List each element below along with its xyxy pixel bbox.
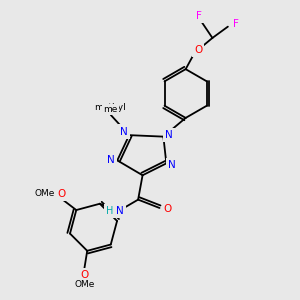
Text: O: O <box>80 270 88 280</box>
Text: N: N <box>107 155 115 165</box>
Text: F: F <box>196 11 202 21</box>
Text: methyl: methyl <box>94 103 126 112</box>
Text: OMe: OMe <box>74 280 94 289</box>
Text: N: N <box>120 127 128 136</box>
Text: N: N <box>165 130 173 140</box>
Text: O: O <box>194 45 202 55</box>
Text: N: N <box>168 160 176 170</box>
Text: F: F <box>233 19 239 29</box>
Text: N: N <box>116 206 124 216</box>
Text: O: O <box>57 189 66 199</box>
Text: H: H <box>106 206 113 216</box>
Text: OMe: OMe <box>34 190 55 199</box>
Text: O: O <box>164 204 172 214</box>
Text: me: me <box>103 105 118 114</box>
